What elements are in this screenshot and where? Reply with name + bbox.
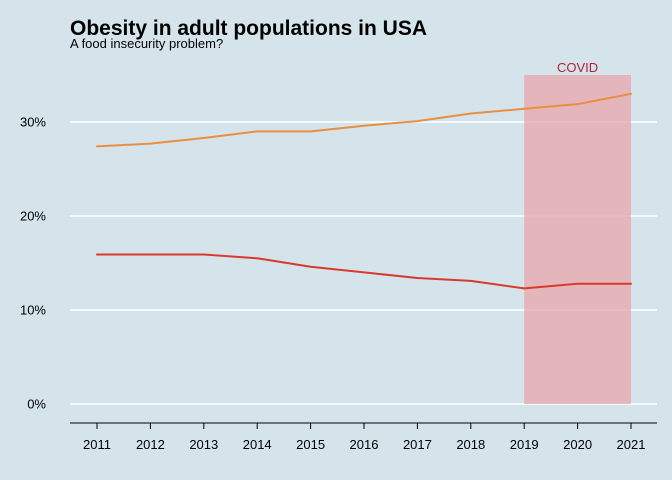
covid-band xyxy=(524,75,631,404)
x-tick-label: 2011 xyxy=(83,437,111,452)
x-tick-label: 2017 xyxy=(403,437,432,452)
series-line-2 xyxy=(96,253,632,290)
y-tick-label: 10% xyxy=(20,303,46,318)
y-tick-label: 0% xyxy=(27,397,46,412)
x-tick-label: 2013 xyxy=(189,437,218,452)
x-axis xyxy=(70,422,657,429)
x-tick-label: 2016 xyxy=(350,437,379,452)
x-tick-label: 2014 xyxy=(243,437,272,452)
x-tick-label: 2012 xyxy=(136,437,165,452)
series-lines xyxy=(96,92,632,290)
chart-title: Obesity in adult populations in USA xyxy=(70,17,427,40)
series-line-1 xyxy=(96,92,632,148)
covid-band-group xyxy=(524,75,631,404)
x-tick-label: 2019 xyxy=(510,437,539,452)
covid-label: COVID xyxy=(557,60,598,75)
chart-subtitle: A food insecurity problem? xyxy=(70,36,223,51)
x-tick-label: 2020 xyxy=(563,437,592,452)
x-tick-label: 2021 xyxy=(617,437,646,452)
x-tick-label: 2015 xyxy=(296,437,325,452)
tick-labels: 0% 10% 20% 30% COVID 2011 2012 2013 2014 2015 2016… xyxy=(20,60,645,452)
y-tick-label: 20% xyxy=(20,209,46,224)
x-tick-label: 2018 xyxy=(456,437,485,452)
y-tick-label: 30% xyxy=(20,115,46,130)
